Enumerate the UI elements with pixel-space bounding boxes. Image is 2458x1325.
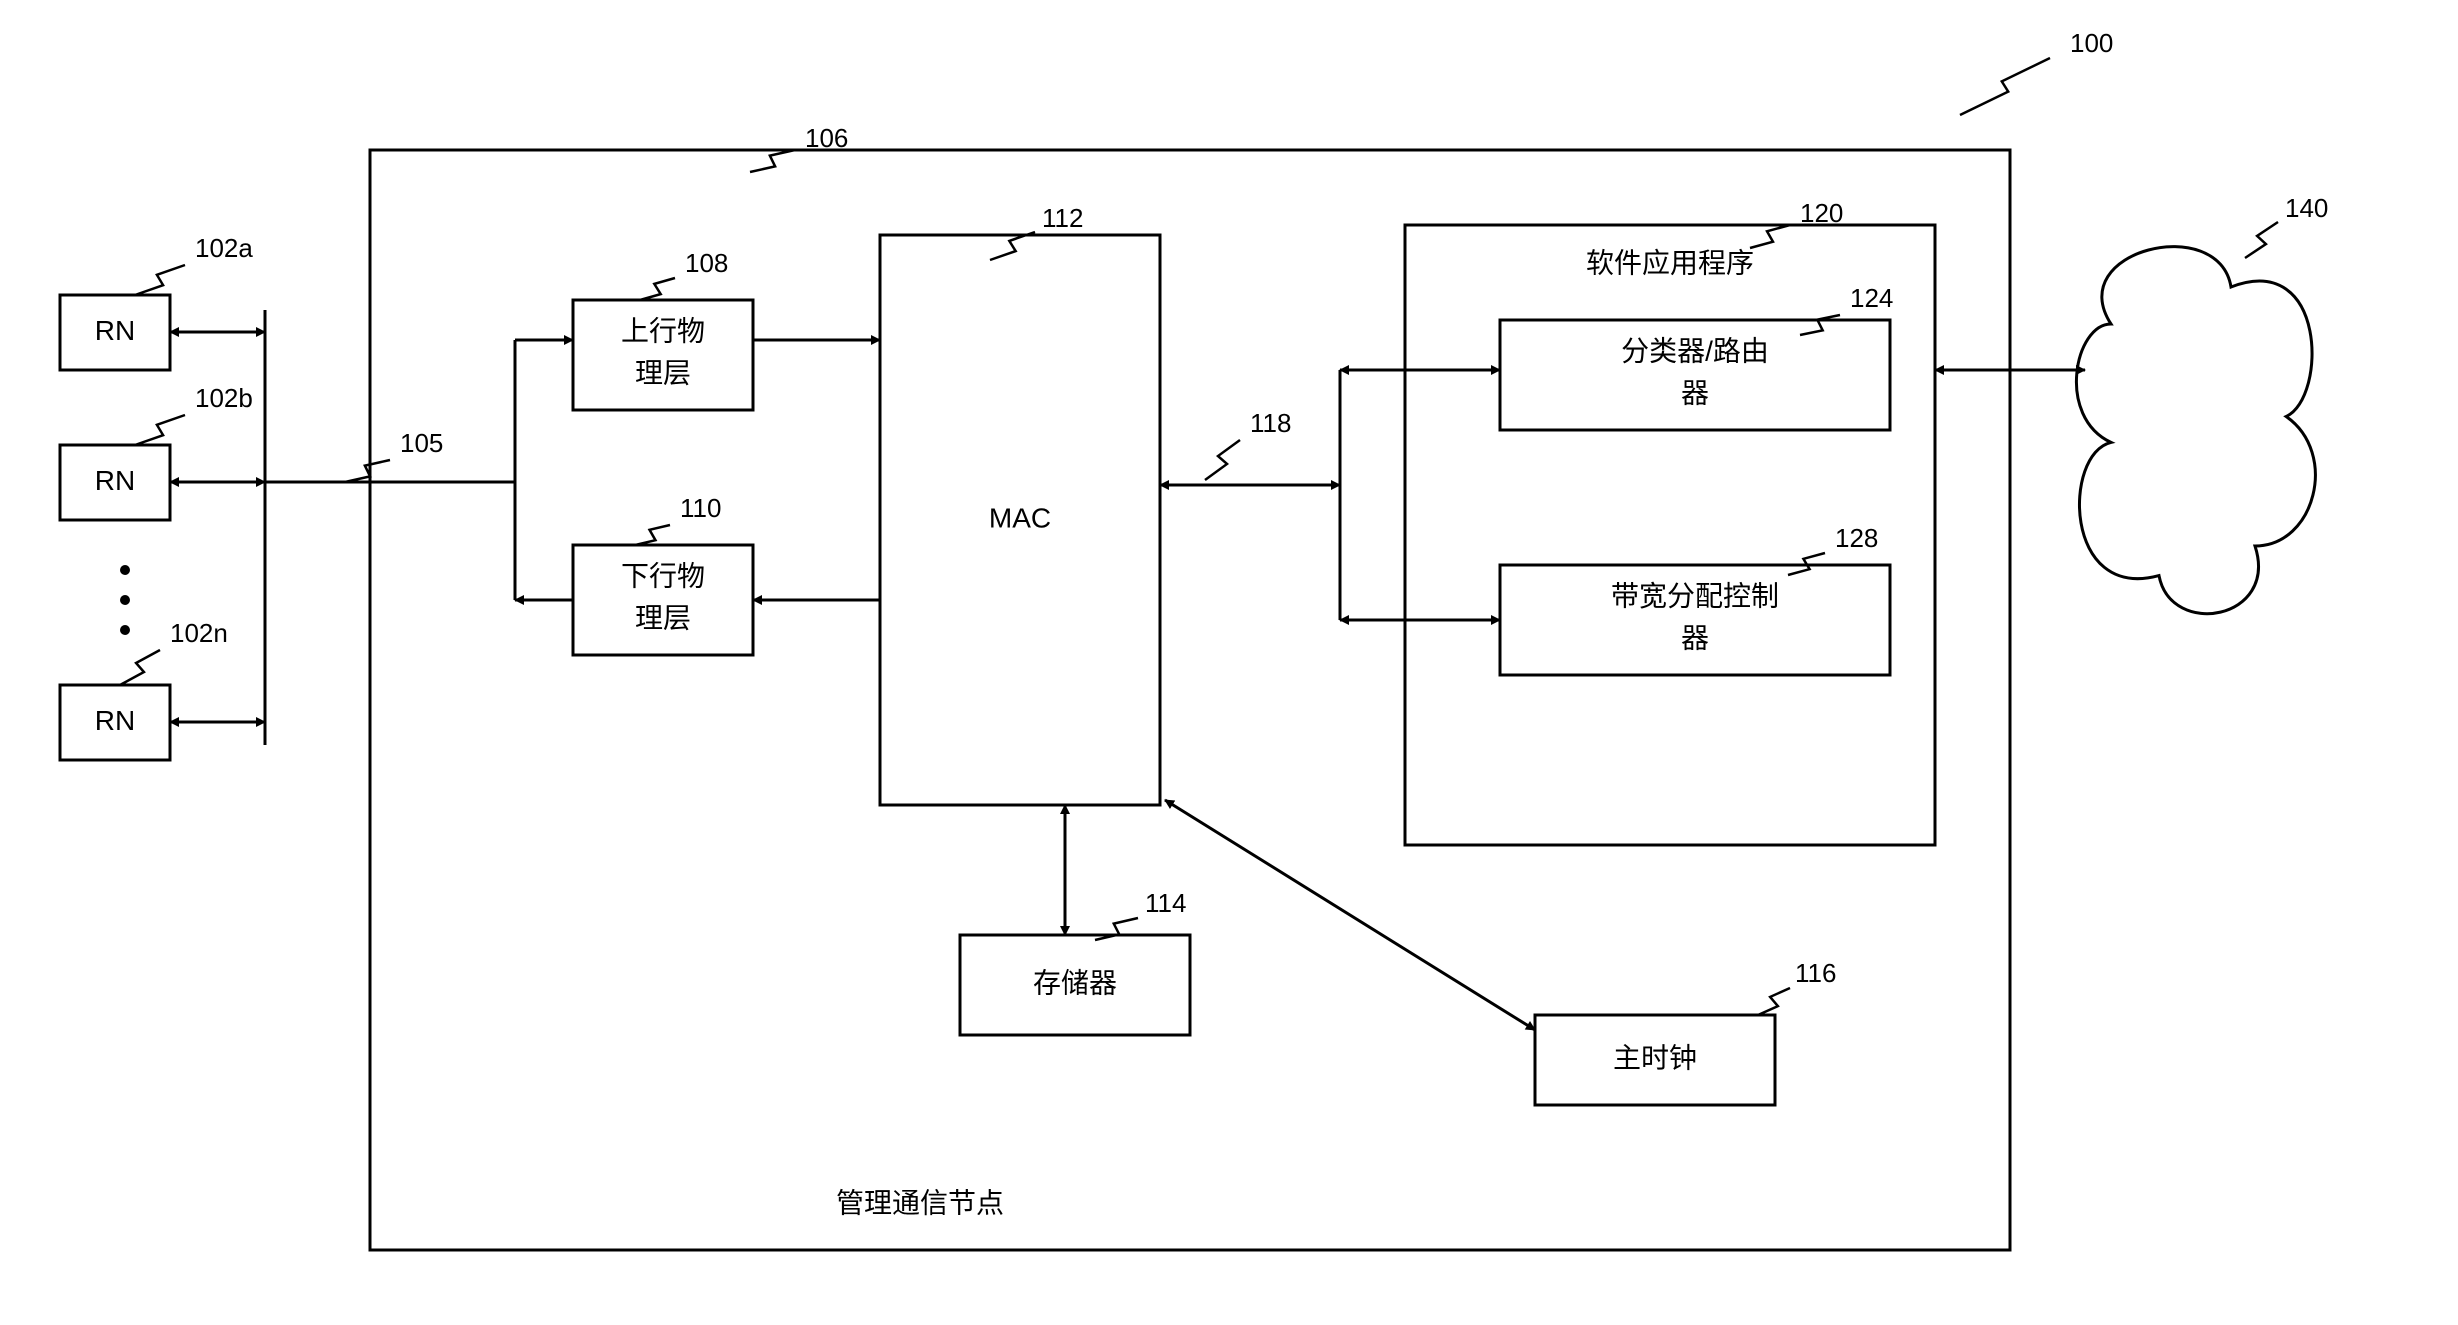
leader-ref124 (1800, 315, 1840, 335)
leader-ref102b (135, 415, 185, 445)
ellipsis-dot (120, 565, 130, 575)
leader-ref114 (1095, 918, 1138, 940)
ref-ref102b: 102b (195, 383, 253, 413)
ref-ref118: 118 (1250, 408, 1291, 438)
ref-ref102a: 102a (195, 233, 253, 263)
label-upphy_l1: 上行物 (621, 315, 705, 346)
diagram-layer: 100 RN RN RN 102a 102b 102n 106 管理通信节点 105 上行物理层 10… (60, 28, 2328, 1250)
leader-ref105 (345, 460, 390, 482)
ref-ref108: 108 (685, 248, 728, 278)
ellipsis-dot (120, 595, 130, 605)
label-router_l1: 分类器/路由 (1621, 335, 1769, 366)
ref-ref116: 116 (1795, 958, 1836, 988)
leader-ref116 (1758, 988, 1790, 1015)
ref-ref105: 105 (400, 428, 443, 458)
label-bwctrl_l1: 带宽分配控制 (1611, 580, 1779, 611)
ref-ref106: 106 (805, 123, 848, 153)
leader-ref102a (135, 265, 185, 295)
label-router_l2: 器 (1681, 377, 1709, 408)
ref-ref124: 124 (1850, 283, 1893, 313)
diagram-canvas: 100 RN RN RN 102a 102b 102n 106 管理通信节点 105 上行物理层 10… (0, 0, 2458, 1325)
label-upphy_l2: 理层 (635, 357, 691, 388)
ref-ref112: 112 (1042, 203, 1083, 233)
label-mac: MAC (989, 502, 1051, 533)
label-dnphy_l2: 理层 (635, 602, 691, 633)
ref-ref128: 128 (1835, 523, 1878, 553)
node-main (370, 150, 2010, 1250)
leader-ref140 (2245, 222, 2278, 258)
leader-ref106 (750, 150, 795, 172)
leader-ref108 (640, 278, 675, 300)
label-mem: 存储器 (1033, 967, 1117, 998)
label-clock: 主时钟 (1613, 1042, 1697, 1073)
ellipsis-dot (120, 625, 130, 635)
edge-clock_mac (1165, 800, 1535, 1030)
ref-ref110: 110 (680, 493, 721, 523)
ref-ref100: 100 (2070, 28, 2113, 58)
ref-ref140: 140 (2285, 193, 2328, 223)
label-rn_a: RN (95, 315, 135, 346)
leader-ref102n (120, 650, 160, 685)
label-bwctrl_l2: 器 (1681, 622, 1709, 653)
cloud-icon (2076, 247, 2315, 614)
ref-ref102n: 102n (170, 618, 228, 648)
label-rn_n: RN (95, 705, 135, 736)
leader-ref118 (1205, 440, 1240, 480)
ref-ref120: 120 (1800, 198, 1843, 228)
leader-ref120 (1750, 225, 1790, 248)
label-main_label: 管理通信节点 (836, 1187, 1004, 1218)
label-app_label: 软件应用程序 (1586, 247, 1754, 278)
label-dnphy_l1: 下行物 (621, 560, 705, 591)
leader-ref100 (1960, 58, 2050, 115)
ref-ref114: 114 (1145, 888, 1186, 918)
leader-ref110 (635, 525, 670, 545)
label-rn_b: RN (95, 465, 135, 496)
